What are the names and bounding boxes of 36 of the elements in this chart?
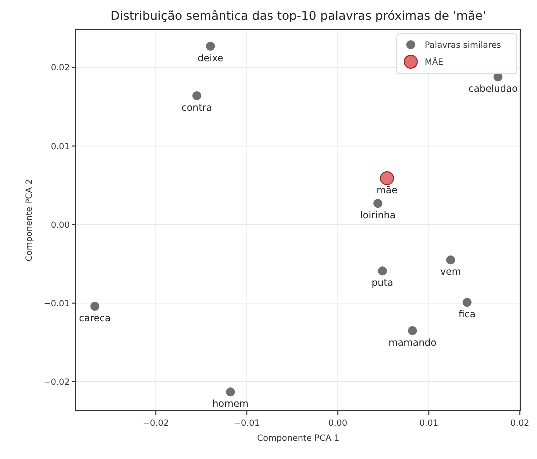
y-tick-label: 0.00 (51, 220, 70, 231)
point (462, 298, 472, 308)
point (90, 302, 100, 312)
annotation: loirinha (360, 210, 396, 222)
point (378, 266, 388, 276)
x-tick-label: 0.01 (420, 419, 439, 429)
annotation: fica (458, 310, 476, 321)
x-tick-label: 0.00 (328, 419, 348, 429)
annotation: vem (440, 267, 462, 278)
annotation: careca (79, 314, 111, 325)
point (446, 256, 456, 265)
point (374, 199, 383, 208)
x-axis-title: Componente PCA 1 (257, 434, 340, 444)
y-tick-label: −0.01 (44, 299, 70, 310)
annotation: contra (182, 102, 212, 114)
point (380, 171, 394, 186)
point (226, 388, 236, 397)
y-tick-label: 0.01 (51, 142, 70, 152)
annotation: deixe (198, 53, 224, 64)
annotation: mãe (376, 185, 398, 196)
annotation: mamando (388, 338, 437, 349)
annotation: puta (372, 278, 394, 290)
point (206, 42, 216, 51)
legend-label: MÃE (425, 57, 444, 68)
x-tick-label: 0.02 (510, 419, 530, 429)
y-tick-label: 0.02 (51, 64, 70, 74)
y-tick-label: −0.02 (44, 378, 70, 388)
chart-title: Distribuição semântica das top-10 palavras próximas de 'mãe' (110, 9, 486, 23)
point (408, 326, 418, 336)
x-tick-label: −0.02 (143, 419, 170, 429)
annotation: cabeludao (468, 84, 518, 96)
point (192, 91, 202, 100)
y-axis-title: Componente PCA 2 (25, 179, 35, 262)
x-tick-label: −0.01 (234, 419, 260, 429)
legend-label: Palavras similares (425, 41, 502, 51)
annotation: homem (212, 399, 249, 410)
